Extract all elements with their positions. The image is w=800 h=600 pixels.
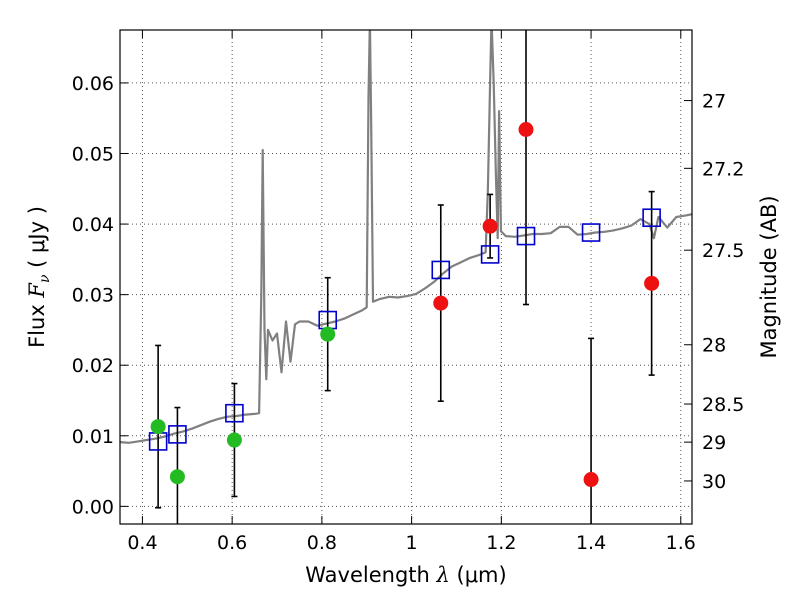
- model-photometry-square: [168, 425, 187, 444]
- y-tick-label: 0.02: [72, 355, 114, 377]
- mag-tick-label: 28.5: [702, 394, 744, 416]
- y2-axis-title: Magnitude (AB): [757, 195, 781, 358]
- model-photometry-square: [581, 223, 601, 242]
- y-tick-label: 0.06: [72, 73, 114, 95]
- x-tick-label: 0.6: [217, 532, 247, 554]
- model-photometry-square: [516, 226, 536, 246]
- observed-point-red: [583, 472, 599, 488]
- x-tick-label: 1.4: [576, 532, 606, 554]
- y-tick-label: 0.01: [72, 426, 114, 448]
- observed-point-green: [169, 469, 185, 485]
- y-tick-label: 0.03: [72, 285, 114, 307]
- observed-point-green: [226, 432, 242, 448]
- template-spectrum-line: [120, 30, 692, 444]
- observed-point-green: [150, 419, 166, 435]
- y-tick-label: 0.05: [72, 144, 114, 166]
- plot-area: [120, 30, 692, 524]
- mag-tick-label: 29: [702, 432, 726, 454]
- x-tick-label: 1.6: [666, 532, 696, 554]
- axis-labels: Wavelength λ (μm) Flux Fν ( μJy ) Magnit…: [25, 195, 781, 587]
- y-axis-title: Flux Fν ( μJy ): [25, 206, 53, 348]
- y-tick-label: 0.00: [72, 496, 114, 518]
- x-tick-label: 1: [406, 532, 418, 554]
- observed-point-red: [433, 295, 449, 311]
- x-tick-label: 0.4: [127, 532, 157, 554]
- y-tick-label: 0.04: [72, 214, 114, 236]
- plot-frame: [119, 29, 693, 525]
- x-tick-label: 0.8: [307, 532, 337, 554]
- mag-tick-label: 27: [702, 91, 726, 113]
- observed-point-red: [644, 275, 660, 291]
- model-photometry-square: [431, 260, 451, 280]
- observed-point-red: [482, 218, 498, 234]
- model-photometry-square: [480, 245, 500, 264]
- mag-tick-label: 28: [702, 335, 726, 357]
- model-photometry-square: [642, 208, 661, 228]
- observed-point-green: [320, 326, 336, 342]
- observed-point-red: [518, 122, 534, 138]
- mag-tick-label: 30: [702, 471, 726, 493]
- x-axis-title: Wavelength λ (μm): [305, 563, 506, 587]
- mag-tick-label: 27.2: [702, 158, 744, 180]
- x-tick-label: 1.2: [486, 532, 516, 554]
- axes: 0.4 0.6 0.8 1 1.2 1.4 1.6 0.00 0.01 0.02 0.03 0.04 0…: [72, 29, 744, 554]
- model-photometry-square: [225, 403, 244, 423]
- mag-tick-label: 27.5: [702, 240, 744, 262]
- grid: [120, 30, 692, 524]
